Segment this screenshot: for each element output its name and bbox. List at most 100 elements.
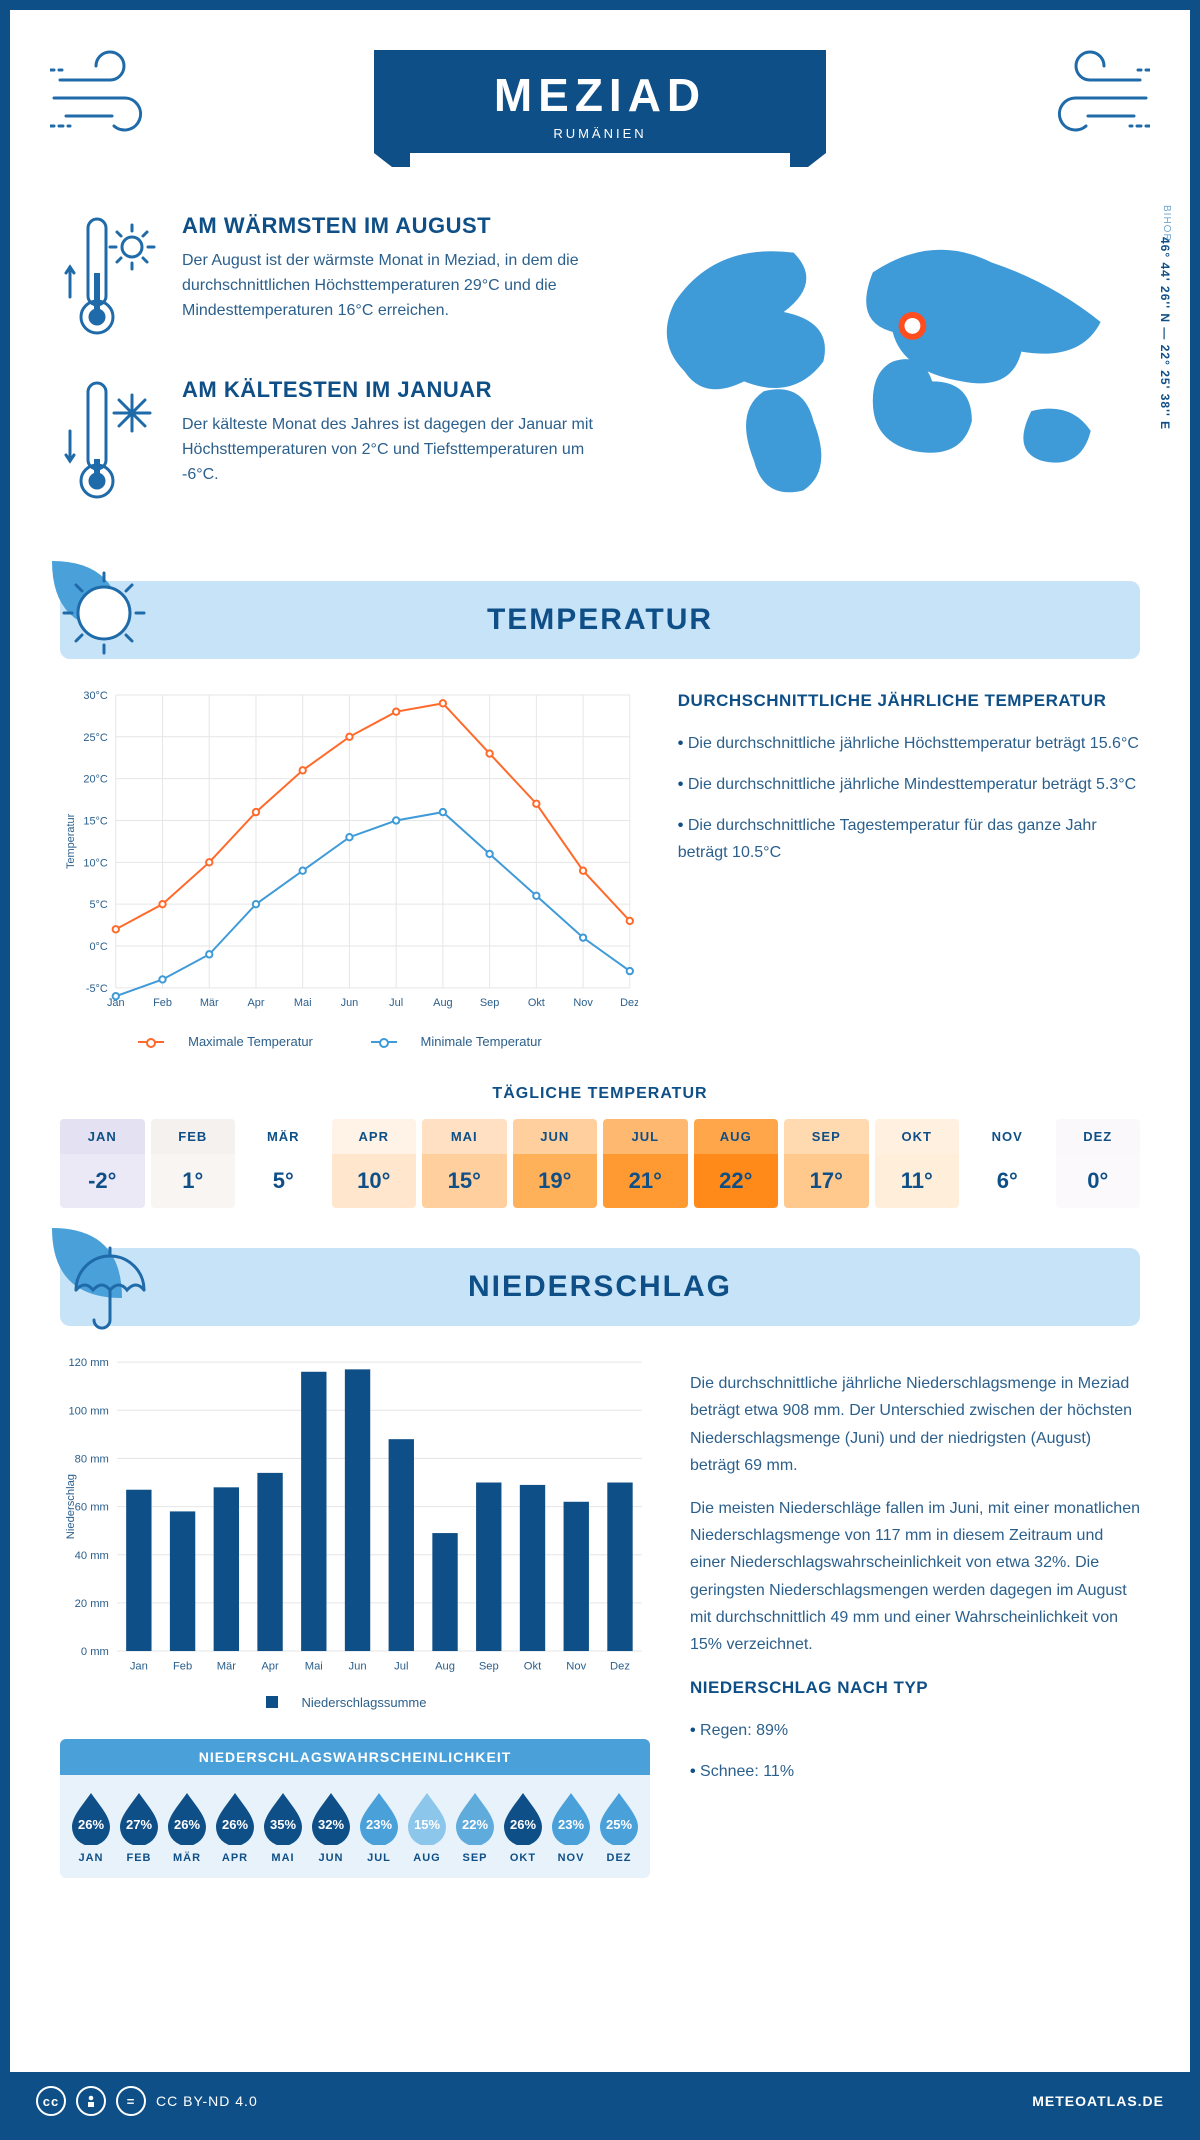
footer: cc = CC BY-ND 4.0 METEOATLAS.DE — [10, 2072, 1190, 2130]
precip-probability: NIEDERSCHLAGSWAHRSCHEINLICHKEIT 26% JAN … — [60, 1739, 650, 1878]
svg-text:Dez: Dez — [620, 997, 638, 1009]
svg-text:Jul: Jul — [389, 997, 403, 1009]
svg-text:Feb: Feb — [173, 1661, 192, 1673]
prob-drop: 23% JUL — [356, 1789, 402, 1864]
svg-text:25°C: 25°C — [83, 732, 108, 744]
temp-text-list: Die durchschnittliche jährliche Höchstte… — [678, 730, 1140, 867]
thermometer-hot-icon — [60, 213, 160, 343]
prob-drop: 32% JUN — [308, 1789, 354, 1864]
svg-text:Aug: Aug — [433, 997, 452, 1009]
svg-text:32%: 32% — [318, 1817, 344, 1832]
coldest-fact: AM KÄLTESTEN IM JANUAR Der kälteste Mona… — [60, 377, 605, 507]
prob-drop: 15% AUG — [404, 1789, 450, 1864]
map-marker-icon — [901, 315, 923, 337]
section-temperature: TEMPERATUR — [60, 581, 1140, 659]
daily-cell: APR 10° — [332, 1119, 417, 1208]
temp-text-title: DURCHSCHNITTLICHE JÄHRLICHE TEMPERATUR — [678, 687, 1140, 716]
svg-text:Apr: Apr — [261, 1661, 279, 1673]
temperature-line-chart: -5°C0°C5°C10°C15°C20°C25°C30°CJanFebMärA… — [60, 687, 638, 1016]
nd-icon: = — [116, 2086, 146, 2116]
daily-cell: JAN -2° — [60, 1119, 145, 1208]
svg-text:60 mm: 60 mm — [75, 1502, 109, 1514]
wind-icon — [1030, 50, 1150, 140]
coldest-text: Der kälteste Monat des Jahres ist dagege… — [182, 413, 605, 487]
daily-cell: JUN 19° — [513, 1119, 598, 1208]
prob-drop: 26% JAN — [68, 1789, 114, 1864]
page-subtitle: RUMÄNIEN — [494, 126, 706, 141]
svg-text:Dez: Dez — [610, 1661, 630, 1673]
precip-p1: Die durchschnittliche jährliche Niedersc… — [690, 1370, 1140, 1479]
svg-text:Jul: Jul — [394, 1661, 408, 1673]
svg-text:25%: 25% — [606, 1817, 632, 1832]
svg-text:20°C: 20°C — [83, 774, 108, 786]
svg-text:22%: 22% — [462, 1817, 488, 1832]
svg-text:Sep: Sep — [479, 1661, 499, 1673]
daily-cell: NOV 6° — [965, 1119, 1050, 1208]
svg-text:120 mm: 120 mm — [68, 1357, 108, 1369]
prob-drop: 35% MAI — [260, 1789, 306, 1864]
svg-text:27%: 27% — [126, 1817, 152, 1832]
daily-cell: OKT 11° — [875, 1119, 960, 1208]
svg-text:15%: 15% — [414, 1817, 440, 1832]
svg-text:26%: 26% — [510, 1817, 536, 1832]
prob-drop: 22% SEP — [452, 1789, 498, 1864]
precip-type-list: Regen: 89%Schnee: 11% — [690, 1717, 1140, 1785]
svg-text:20 mm: 20 mm — [75, 1598, 109, 1610]
svg-text:35%: 35% — [270, 1817, 296, 1832]
svg-text:Mai: Mai — [305, 1661, 323, 1673]
daily-cell: MAI 15° — [422, 1119, 507, 1208]
svg-text:26%: 26% — [78, 1817, 104, 1832]
temp-text-item: Die durchschnittliche jährliche Mindestt… — [678, 771, 1140, 798]
thermometer-cold-icon — [60, 377, 160, 507]
svg-text:26%: 26% — [222, 1817, 248, 1832]
svg-text:Nov: Nov — [573, 997, 593, 1009]
prob-drop: 26% OKT — [500, 1789, 546, 1864]
daily-cell: JUL 21° — [603, 1119, 688, 1208]
svg-text:30°C: 30°C — [83, 690, 108, 702]
coldest-title: AM KÄLTESTEN IM JANUAR — [182, 377, 605, 403]
svg-text:0°C: 0°C — [89, 941, 107, 953]
svg-text:5°C: 5°C — [89, 899, 107, 911]
prob-drop: 23% NOV — [548, 1789, 594, 1864]
svg-text:23%: 23% — [558, 1817, 584, 1832]
svg-text:Jun: Jun — [349, 1661, 367, 1673]
warmest-text: Der August ist der wärmste Monat in Mezi… — [182, 249, 605, 323]
svg-text:Feb: Feb — [153, 997, 172, 1009]
svg-text:Mär: Mär — [200, 997, 219, 1009]
svg-text:100 mm: 100 mm — [68, 1406, 108, 1418]
prob-drop: 25% DEZ — [596, 1789, 642, 1864]
precipitation-bar-chart: 0 mm20 mm40 mm60 mm80 mm100 mm120 mmJanF… — [60, 1354, 650, 1680]
daily-cell: AUG 22° — [694, 1119, 779, 1208]
svg-text:Aug: Aug — [435, 1661, 455, 1673]
site-name: METEOATLAS.DE — [1032, 2093, 1164, 2109]
svg-text:Nov: Nov — [566, 1661, 586, 1673]
section-title: NIEDERSCHLAG — [468, 1270, 732, 1303]
svg-text:Temperatur: Temperatur — [65, 813, 77, 869]
umbrella-icon — [52, 1228, 172, 1348]
prob-title: NIEDERSCHLAGSWAHRSCHEINLICHKEIT — [60, 1739, 650, 1775]
prob-drop: 27% FEB — [116, 1789, 162, 1864]
daily-cell: MÄR 5° — [241, 1119, 326, 1208]
prob-drop: 26% MÄR — [164, 1789, 210, 1864]
daily-cell: SEP 17° — [784, 1119, 869, 1208]
svg-text:80 mm: 80 mm — [75, 1454, 109, 1466]
svg-text:Okt: Okt — [524, 1661, 542, 1673]
svg-text:10°C: 10°C — [83, 857, 108, 869]
cc-icon: cc — [36, 2086, 66, 2116]
header: MEZIAD RUMÄNIEN — [60, 50, 1140, 153]
svg-text:Jun: Jun — [341, 997, 359, 1009]
daily-cell: DEZ 0° — [1056, 1119, 1141, 1208]
sun-icon — [52, 561, 172, 681]
svg-text:-5°C: -5°C — [86, 983, 108, 995]
by-icon — [76, 2086, 106, 2116]
svg-text:Mai: Mai — [294, 997, 312, 1009]
svg-text:26%: 26% — [174, 1817, 200, 1832]
temp-legend: .lg-line[style*='ff6a2b']:after{border-c… — [60, 1031, 638, 1050]
page-title: MEZIAD — [494, 68, 706, 122]
svg-text:Apr: Apr — [247, 997, 264, 1009]
warmest-fact: AM WÄRMSTEN IM AUGUST Der August ist der… — [60, 213, 605, 343]
prob-drop: 26% APR — [212, 1789, 258, 1864]
precip-type-item: Schnee: 11% — [690, 1758, 1140, 1785]
svg-text:15°C: 15°C — [83, 815, 108, 827]
warmest-title: AM WÄRMSTEN IM AUGUST — [182, 213, 605, 239]
